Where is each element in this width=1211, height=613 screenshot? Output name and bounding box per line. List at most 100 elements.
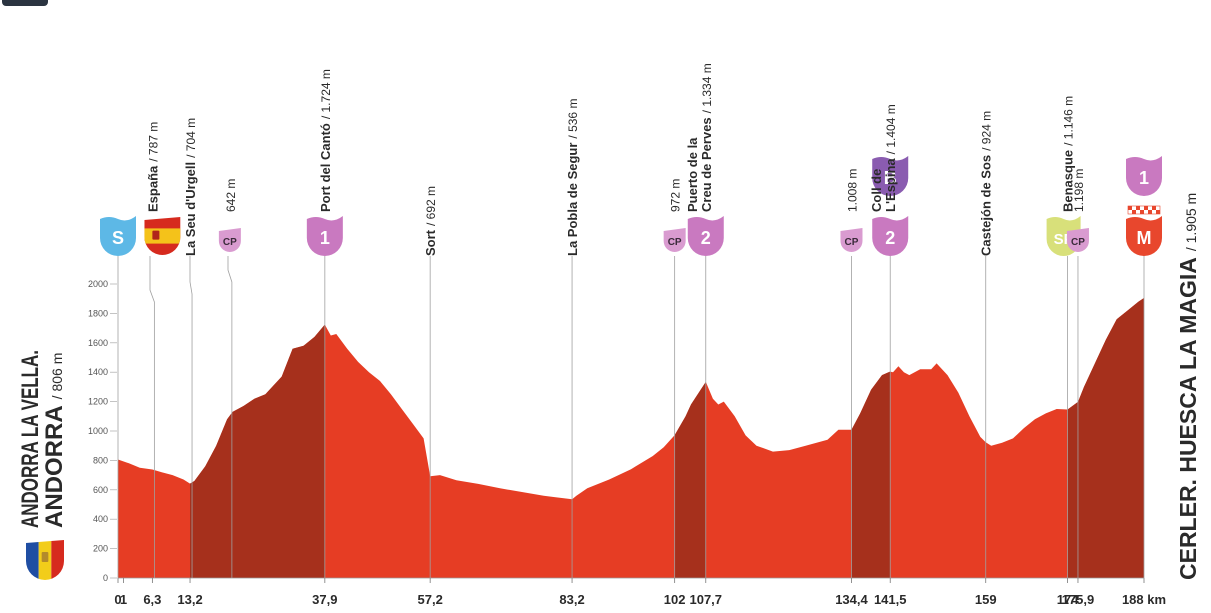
x-tick-label: 83,2 xyxy=(559,592,584,607)
badge-shape xyxy=(872,216,909,256)
stacked-shield-badge: 1 xyxy=(1126,156,1162,196)
checker-cell xyxy=(1156,206,1160,210)
checker-cell xyxy=(1152,206,1156,210)
start-altitude: / 806 m xyxy=(49,353,65,400)
badge-label: CP xyxy=(845,237,859,248)
y-tick-label: 600 xyxy=(93,485,108,495)
checkpoint-badge: CP xyxy=(218,228,241,253)
checker-cell xyxy=(1144,210,1148,214)
x-tick-label: 13,2 xyxy=(177,592,202,607)
start-label: ANDORRA LA VELLA.ANDORRA / 806 m xyxy=(17,350,68,528)
waypoint-label: Port del Cantó / 1.724 m xyxy=(318,69,333,212)
waypoint-altitude: 1.198 m xyxy=(1072,169,1086,212)
checker-cell xyxy=(1128,206,1132,210)
y-tick-label: 2000 xyxy=(88,279,108,289)
x-tick-label: 188 km xyxy=(1122,592,1166,607)
waypoint-label: 972 m xyxy=(669,179,683,212)
finish-name: CERLER. HUESCA LA MAGIA / 1.905 m xyxy=(1175,193,1201,580)
flag-stripe-yellow xyxy=(144,228,181,244)
climb-segment xyxy=(674,381,706,578)
badge-shape xyxy=(1066,228,1089,253)
waypoint-guide-lines xyxy=(117,256,1145,578)
y-tick-label: 1200 xyxy=(88,397,108,407)
checker-cell xyxy=(1128,210,1132,214)
y-tick-label: 1800 xyxy=(88,308,108,318)
waypoint-shield-badge: S xyxy=(100,216,136,256)
climb-segment xyxy=(190,324,325,578)
waypoint-altitude: / 692 m xyxy=(424,186,438,226)
x-tick-label: 37,9 xyxy=(312,592,337,607)
checker-cell xyxy=(1148,210,1152,214)
waypoint-label: Sort / 692 m xyxy=(423,186,438,256)
waypoint-altitude: / 536 m xyxy=(566,99,580,139)
waypoint-name-text: L'Espina xyxy=(883,158,898,212)
waypoint-label: España / 787 m xyxy=(145,122,160,212)
y-tick-label: 1400 xyxy=(88,367,108,377)
badge-label: 2 xyxy=(701,228,711,248)
checker-cell xyxy=(1144,206,1148,210)
finish-checkered-banner xyxy=(1127,205,1161,215)
badge-label: CP xyxy=(223,237,237,248)
finish-label: CERLER. HUESCA LA MAGIA / 1.905 m xyxy=(1175,193,1201,580)
y-tick-label: 1000 xyxy=(88,426,108,436)
x-tick-label: 175,9 xyxy=(1062,592,1095,607)
waypoint-altitude: 972 m xyxy=(669,179,683,212)
x-tick-label: 0 xyxy=(114,592,121,607)
elevation-profile xyxy=(118,298,1144,579)
y-tick-label: 0 xyxy=(103,573,108,583)
badge-label: M xyxy=(1137,228,1152,248)
waypoint-name-line: Coll de xyxy=(869,169,884,212)
waypoint-name-text: Sort xyxy=(423,229,438,256)
waypoint-name: Castejón de Sos / 924 m xyxy=(979,111,994,256)
waypoint-name: Port del Cantó / 1.724 m xyxy=(318,69,333,212)
badge-label: CP xyxy=(668,237,682,248)
waypoint-altitude: / 1.334 m xyxy=(700,63,714,113)
y-axis-gridlines: 0 200 400 600 800 1000 1200 1400 1600 1800 2000 xyxy=(88,279,117,583)
waypoint-name-text: La Pobla de Segur xyxy=(565,143,580,256)
waypoint-label: La Pobla de Segur / 536 m xyxy=(565,99,580,256)
x-axis-ticks: 01 6,3 13,2 37,9 57,2 83,2 102 107,7 134,4 141,5 1… xyxy=(114,578,1166,607)
waypoint-name-line: Puerto de la xyxy=(685,137,700,212)
x-tick-label: 1 xyxy=(120,592,127,607)
flag-coat-of-arms xyxy=(41,552,49,562)
checker-cell xyxy=(1152,210,1156,214)
waypoint-altitude: / 1.724 m xyxy=(319,69,333,119)
waypoint-shield-badge: 1 xyxy=(306,216,343,256)
start-name-text: ANDORRA xyxy=(41,405,68,528)
badge-label: CP xyxy=(1071,237,1085,248)
waypoint-name: Creu de Perves / 1.334 m xyxy=(699,63,714,212)
badge-shape xyxy=(687,216,724,256)
waypoint-label: 1.198 m xyxy=(1072,169,1086,212)
waypoint-label: Puerto de la Creu de Perves / 1.334 m xyxy=(685,63,714,212)
climb-segment xyxy=(1067,298,1144,578)
waypoint-name: La Pobla de Segur / 536 m xyxy=(565,99,580,256)
checker-cell xyxy=(1156,210,1160,214)
y-tick-label: 200 xyxy=(93,544,108,554)
stacked-shield-badge: B xyxy=(872,156,909,196)
checker-cell xyxy=(1148,206,1152,210)
waypoint-altitude: 642 m xyxy=(224,179,238,212)
flag-stripe-blue xyxy=(26,540,39,580)
waypoint-guide-line xyxy=(149,256,155,578)
checker-border xyxy=(1127,205,1161,215)
flag-stripe-red xyxy=(51,540,64,580)
finish-name-text: CERLER. HUESCA LA MAGIA xyxy=(1175,257,1201,580)
waypoint-name: España / 787 m xyxy=(145,122,160,212)
waypoint-label: Coll de L'Espina / 1.404 m xyxy=(869,104,898,212)
waypoint-name-text: Creu de Perves xyxy=(699,117,714,212)
x-tick-label: 141,5 xyxy=(874,592,907,607)
waypoint-label: Castejón de Sos / 924 m xyxy=(979,111,994,256)
checker-cell xyxy=(1136,210,1140,214)
waypoint-labels: España / 787 m La Seu d'Urgell / 704 m 642 m… xyxy=(145,63,1086,256)
badge-shape xyxy=(100,216,136,256)
x-tick-label: 159 xyxy=(975,592,997,607)
y-tick-label: 400 xyxy=(93,514,108,524)
x-tick-label: 174 xyxy=(1057,592,1079,607)
waypoint-name-text: Port del Cantó xyxy=(318,123,333,212)
waypoint-name-text: La Seu d'Urgell xyxy=(183,162,198,256)
waypoint-name-text: Benasque xyxy=(1061,150,1076,212)
waypoint-label: La Seu d'Urgell / 704 m xyxy=(183,118,198,256)
waypoint-altitude: / 704 m xyxy=(184,118,198,158)
